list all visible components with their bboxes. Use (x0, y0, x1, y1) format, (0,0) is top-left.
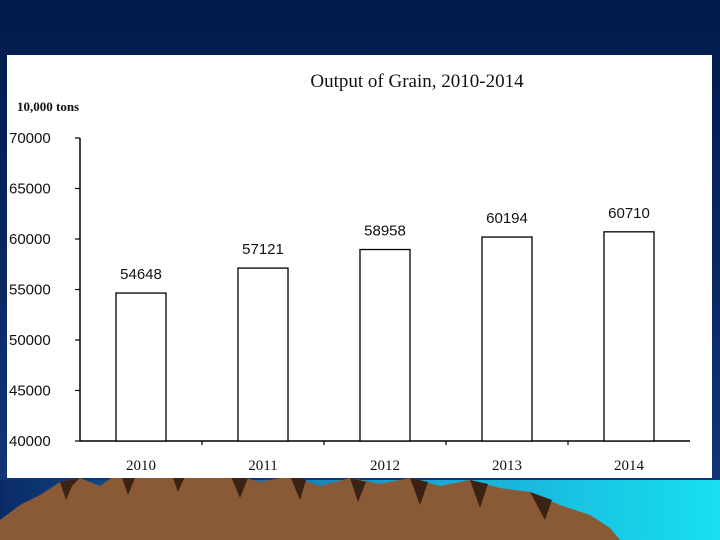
x-tick-label-2014: 2014 (614, 458, 645, 474)
data-label-2013: 60194 (486, 210, 528, 227)
y-tick-label: 55000 (9, 282, 51, 299)
chart-panel: Output of Grain, 2010-2014 10,000 tons 4… (7, 55, 712, 478)
bar-2011 (237, 267, 289, 442)
bars (115, 231, 655, 442)
y-tick-label: 60000 (9, 231, 51, 248)
chart-title: Output of Grain, 2010-2014 (310, 71, 524, 92)
bar-2014 (603, 231, 655, 442)
data-labels: 54648 57121 58958 60194 60710 (120, 205, 650, 283)
data-label-2012: 58958 (364, 223, 406, 240)
bar-2010 (115, 292, 167, 442)
x-tick-label-2010: 2010 (126, 458, 156, 474)
data-label-2014: 60710 (608, 205, 650, 222)
bar-2013 (481, 236, 533, 442)
data-label-2011: 57121 (242, 241, 284, 258)
grain-output-chart: Output of Grain, 2010-2014 10,000 tons 4… (9, 71, 690, 474)
y-tick-label: 70000 (9, 130, 51, 147)
x-tick-label-2012: 2012 (370, 458, 400, 474)
x-tick-label-2011: 2011 (248, 458, 277, 474)
mountain-ridges (60, 470, 552, 520)
data-label-2010: 54648 (120, 266, 162, 283)
y-axis-ticks: 40000 45000 50000 55000 60000 65000 70000 (9, 130, 80, 450)
mountain-range (0, 470, 620, 540)
y-tick-label: 65000 (9, 181, 51, 198)
x-axis-ticks: 2010 2011 2012 2013 2014 (126, 441, 645, 474)
x-tick-label-2013: 2013 (492, 458, 522, 474)
y-tick-label: 50000 (9, 332, 51, 349)
bar-2012 (359, 248, 411, 442)
y-tick-label: 45000 (9, 383, 51, 400)
y-tick-label: 40000 (9, 433, 51, 450)
unit-label: 10,000 tons (17, 99, 79, 114)
